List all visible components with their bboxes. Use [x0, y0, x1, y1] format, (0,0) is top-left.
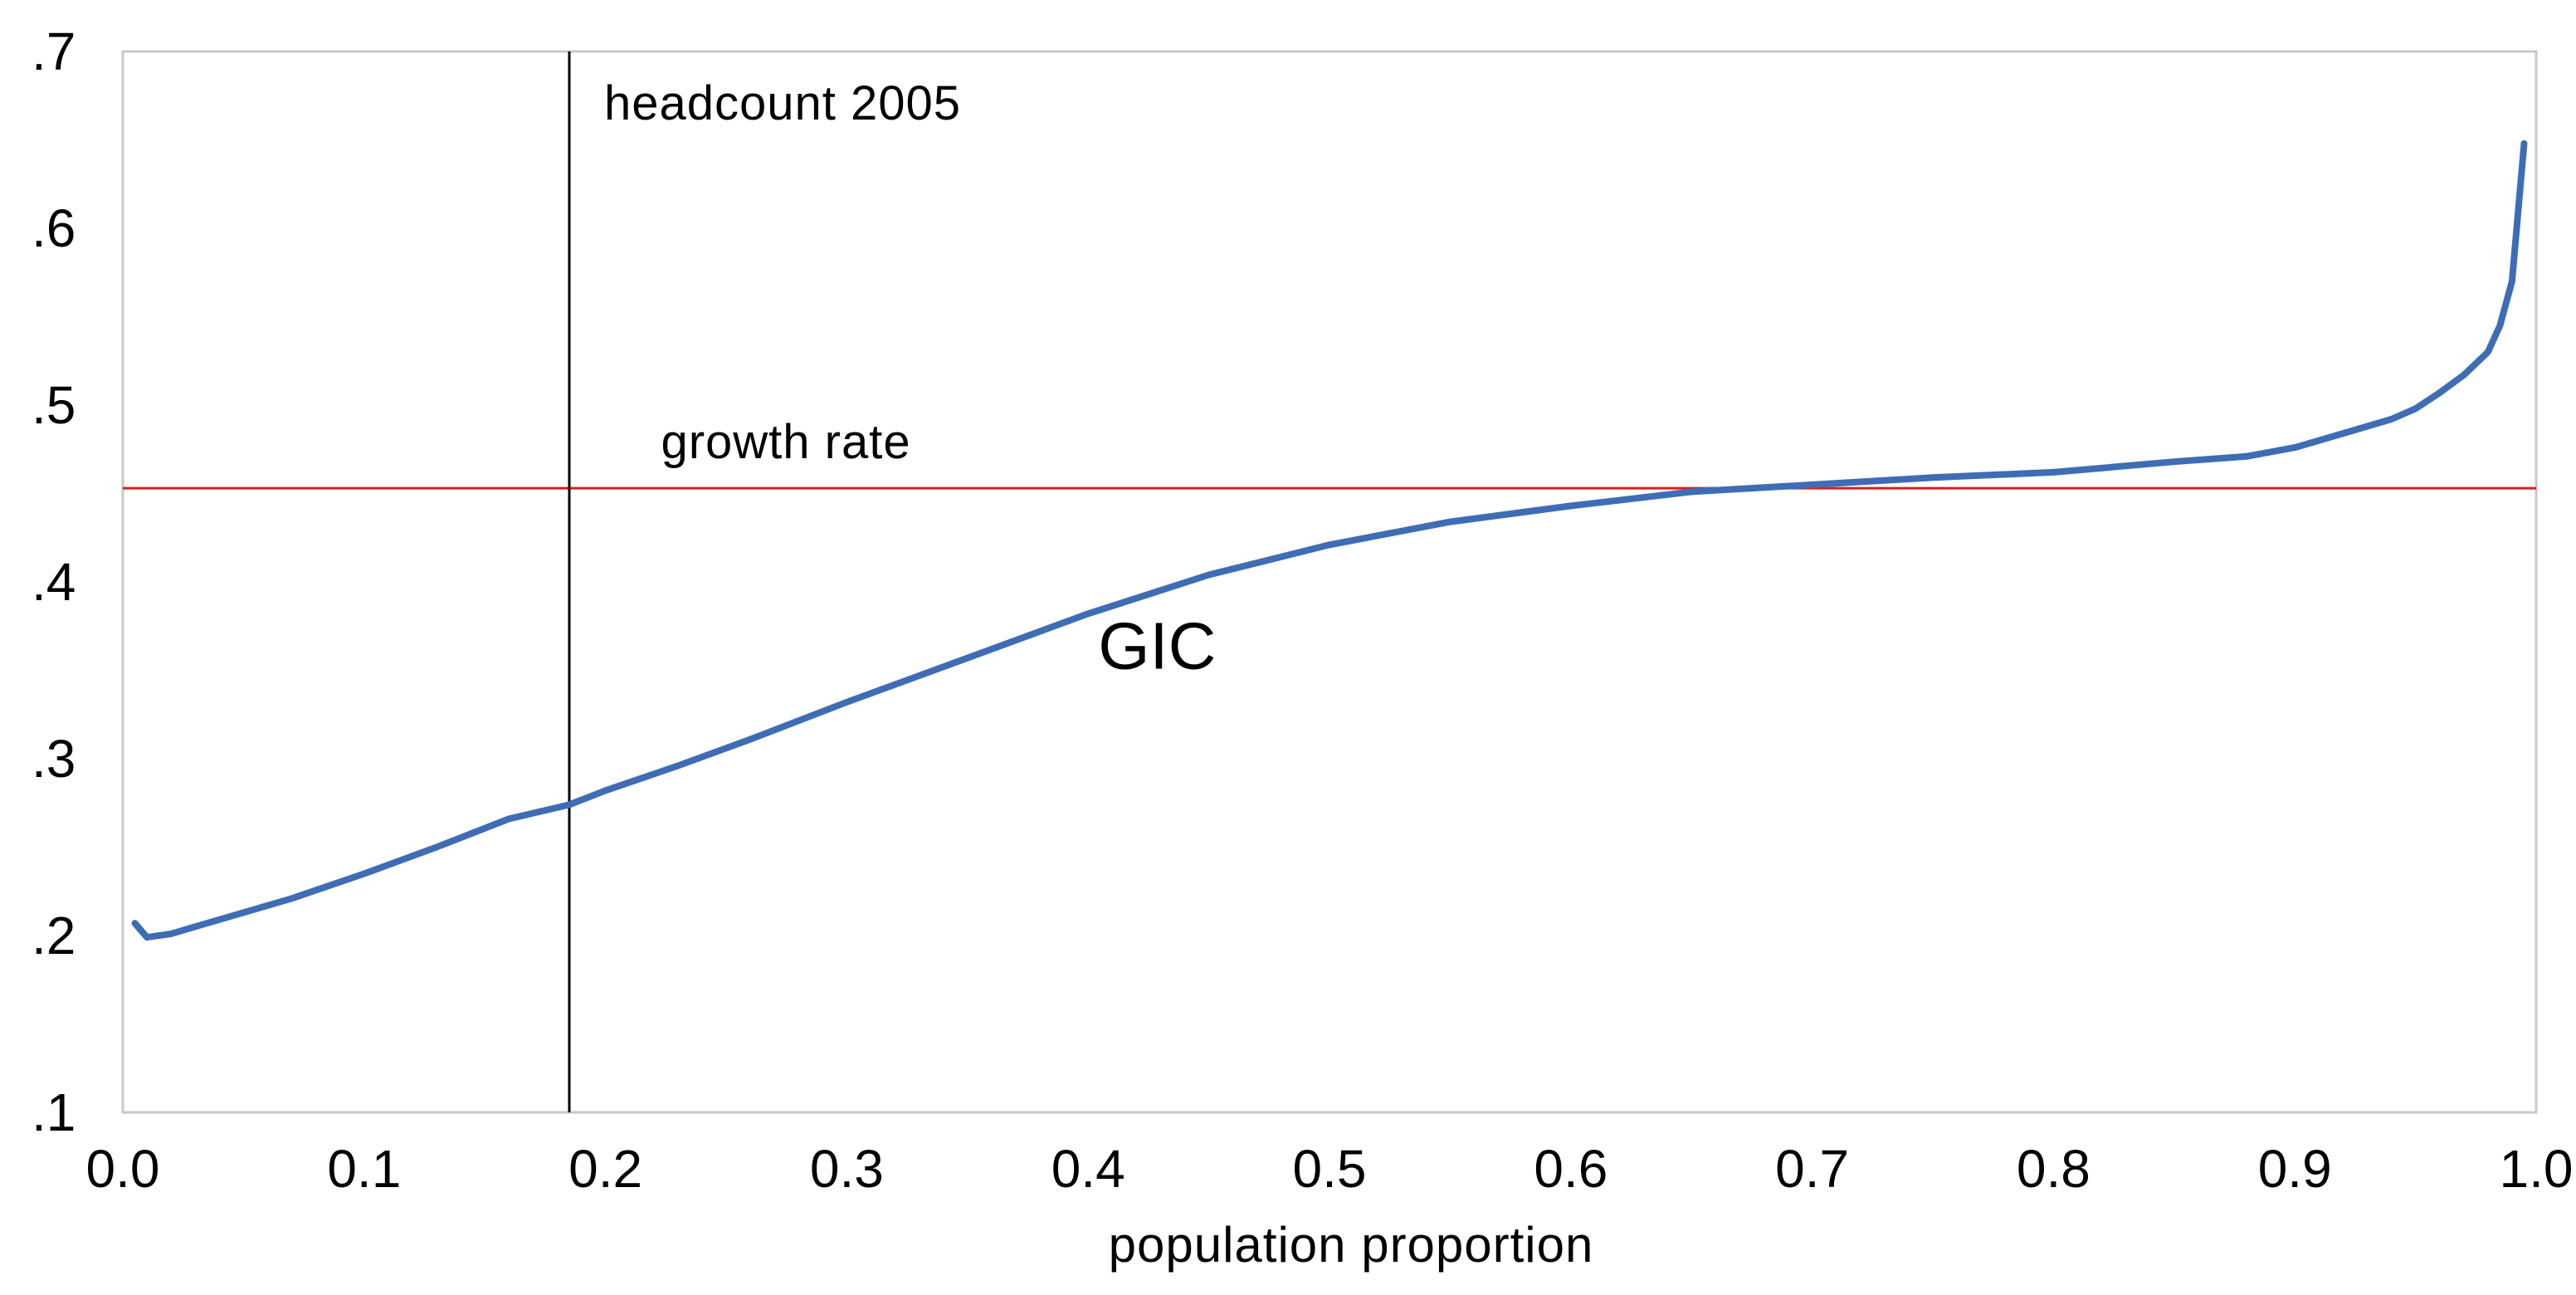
gic-annotation: GIC — [1098, 609, 1216, 683]
gic-data-point — [2461, 372, 2467, 379]
gic-data-point — [843, 699, 850, 706]
gic-data-point — [2291, 444, 2298, 451]
x-tick-label: 0.5 — [1293, 1139, 1367, 1199]
annotations-layer: growth rate headcount 2005 GIC — [604, 76, 1216, 683]
x-axis-ticks: 0.0 0.1 0.2 0.3 0.4 0.5 0.6 0.7 0.8 0.9 1.0 — [86, 1139, 2574, 1199]
gic-data-point — [1206, 572, 1212, 578]
y-tick-label: .5 — [32, 375, 76, 435]
y-tick-label: .1 — [32, 1082, 76, 1142]
y-tick-label: .7 — [32, 22, 76, 81]
x-axis-title: population proportion — [1109, 1217, 1594, 1273]
x-tick-label: 0.6 — [1534, 1139, 1608, 1199]
gic-data-point — [2050, 469, 2056, 476]
gic-data-point — [168, 931, 174, 937]
gic-data-point — [747, 736, 754, 743]
gic-data-point — [675, 763, 681, 769]
gic-data-point — [433, 844, 440, 850]
gic-data-point — [144, 934, 150, 941]
gic-data-point — [1326, 541, 1333, 548]
gic-data-point — [2243, 453, 2250, 460]
gic-data-point — [505, 815, 512, 822]
headcount-label: headcount 2005 — [604, 76, 961, 130]
gic-data-point — [2413, 405, 2419, 412]
gic-data-point — [2437, 389, 2443, 396]
gic-data-point — [964, 655, 971, 662]
x-tick-label: 0.0 — [86, 1139, 160, 1199]
x-tick-label: 0.7 — [1775, 1139, 1849, 1199]
gic-data-point — [1688, 488, 1695, 495]
gic-data-point — [1930, 474, 1936, 481]
gic-data-point — [289, 895, 295, 902]
gic-data-point — [2509, 278, 2515, 285]
gic-data-point — [2521, 140, 2527, 147]
reference-lines — [123, 51, 2536, 1112]
series-layer — [131, 139, 2528, 941]
gic-data-point — [132, 920, 138, 926]
gic-data-point — [2496, 322, 2503, 329]
x-tick-label: 1.0 — [2500, 1139, 2574, 1199]
growth-rate-label: growth rate — [661, 415, 910, 469]
y-axis-ticks: .1 .2 .3 .4 .5 .6 .7 — [32, 22, 76, 1142]
gic-data-point — [361, 871, 368, 877]
x-tick-label: 0.9 — [2258, 1139, 2332, 1199]
gic-data-point — [1085, 610, 1091, 617]
gic-data-point — [2485, 349, 2491, 355]
plot-area-frame — [121, 50, 2538, 1114]
gic-data-point — [2171, 458, 2178, 465]
gic-data-point — [216, 916, 222, 923]
x-tick-label: 0.2 — [568, 1139, 642, 1199]
y-tick-label: .6 — [32, 198, 76, 258]
y-tick-label: .2 — [32, 906, 76, 965]
gic-data-point — [1568, 502, 1574, 509]
gic-data-point — [1447, 519, 1453, 525]
gic-data-point — [2339, 430, 2346, 437]
gic-data-point — [240, 909, 246, 916]
x-tick-label: 0.3 — [810, 1139, 884, 1199]
x-tick-label: 0.8 — [2017, 1139, 2091, 1199]
y-tick-label: .4 — [32, 552, 76, 612]
gic-data-point — [566, 801, 573, 808]
x-tick-label: 0.1 — [327, 1139, 401, 1199]
gic-data-point — [1809, 481, 1816, 488]
gic-data-point — [192, 923, 198, 930]
y-tick-label: .3 — [32, 729, 76, 789]
x-tick-label: 0.4 — [1051, 1139, 1125, 1199]
gic-data-point — [603, 787, 609, 794]
gic-data-point — [2388, 416, 2394, 423]
